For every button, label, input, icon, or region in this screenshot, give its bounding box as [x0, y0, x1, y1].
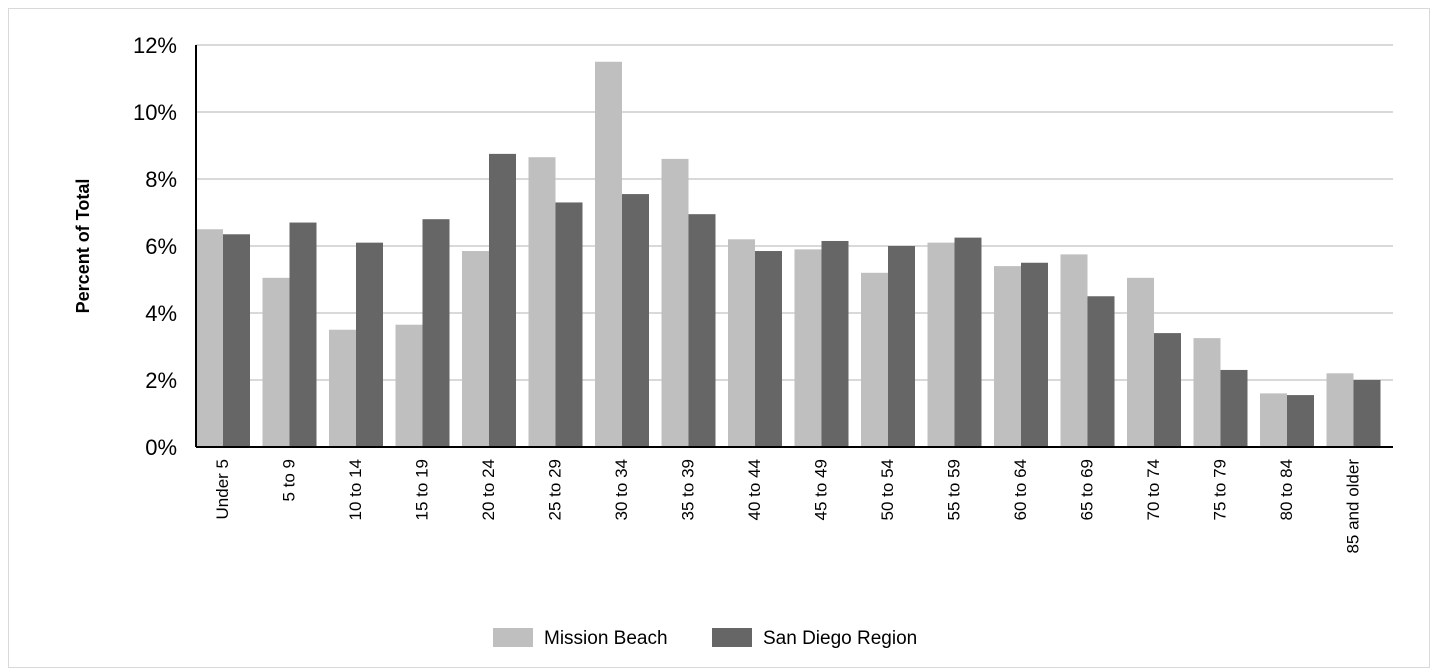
y-tick-labels: 0% 2% 4% 6% 8% 10% 12% [133, 33, 177, 460]
x-tick-label: 35 to 39 [679, 459, 698, 520]
legend-label: San Diego Region [763, 628, 917, 649]
x-tick-label: 60 to 64 [1011, 459, 1030, 520]
bar-san-diego-region [1287, 395, 1314, 447]
bar-chart: 0% 2% 4% 6% 8% 10% 12% Under 5 5 to 9 10 to 14 15… [73, 33, 1393, 649]
y-tick-label: 2% [145, 368, 177, 393]
bar-mission-beach [728, 239, 755, 447]
x-tick-label: 10 to 14 [346, 459, 365, 520]
bar-san-diego-region [289, 222, 317, 447]
y-tick-label: 10% [133, 100, 177, 125]
bar-san-diego-region [1021, 262, 1048, 447]
x-tick-label: 15 to 19 [413, 459, 432, 520]
legend-swatch [712, 628, 752, 647]
bar-san-diego-region [489, 153, 516, 447]
y-axis-title: Percent of Total [73, 179, 93, 314]
bar-san-diego-region [821, 240, 849, 447]
x-tick-labels: Under 5 5 to 9 10 to 14 15 to 19 20 to 24 25 … [213, 459, 1363, 554]
x-tick-label: 20 to 24 [479, 459, 498, 520]
x-tick-label: 85 and older [1344, 459, 1363, 554]
legend-swatch [493, 628, 533, 647]
bar-mission-beach [1193, 338, 1221, 447]
bar-san-diego-region [622, 194, 649, 447]
x-tick-label: 70 to 74 [1144, 459, 1163, 520]
y-tick-label: 4% [145, 301, 177, 326]
x-tick-label: 30 to 34 [612, 459, 631, 520]
bar-mission-beach [861, 272, 888, 447]
bar-san-diego-region [755, 251, 782, 447]
x-tick-label: 50 to 54 [878, 459, 897, 520]
bar-mission-beach [462, 251, 489, 447]
x-tick-label: 65 to 69 [1078, 459, 1097, 520]
y-tick-label: 0% [145, 435, 177, 460]
bars [196, 61, 1381, 447]
bar-san-diego-region [688, 214, 716, 447]
bar-mission-beach [994, 266, 1021, 447]
bar-mission-beach [196, 229, 223, 447]
x-tick-label: 55 to 59 [945, 459, 964, 520]
x-tick-label: Under 5 [213, 459, 232, 519]
x-tick-label: 40 to 44 [745, 459, 764, 520]
bar-mission-beach [329, 329, 356, 447]
bar-san-diego-region [954, 237, 982, 447]
bar-san-diego-region [356, 242, 383, 447]
bar-mission-beach [1127, 277, 1154, 447]
bar-mission-beach [528, 157, 556, 447]
x-tick-label: 80 to 84 [1277, 459, 1296, 520]
bar-san-diego-region [1154, 333, 1181, 447]
bar-san-diego-region [1220, 369, 1248, 447]
bar-san-diego-region [1087, 296, 1115, 447]
bar-san-diego-region [422, 219, 450, 447]
bar-mission-beach [595, 61, 622, 447]
bar-san-diego-region [888, 246, 915, 447]
bar-mission-beach [262, 277, 290, 447]
bar-san-diego-region [1353, 380, 1381, 447]
bar-san-diego-region [555, 202, 583, 447]
bar-mission-beach [1060, 254, 1088, 447]
x-tick-label: 45 to 49 [812, 459, 831, 520]
y-tick-label: 12% [133, 33, 177, 58]
x-tick-label: 75 to 79 [1211, 459, 1230, 520]
bar-mission-beach [927, 242, 955, 447]
bar-mission-beach [794, 249, 822, 447]
bar-mission-beach [1326, 373, 1354, 447]
bar-mission-beach [661, 158, 689, 447]
legend-label: Mission Beach [544, 628, 668, 649]
bar-mission-beach [1260, 393, 1287, 447]
bar-mission-beach [395, 324, 423, 447]
x-tick-label: 5 to 9 [280, 459, 299, 502]
x-tick-label: 25 to 29 [546, 459, 565, 520]
chart-frame: 0% 2% 4% 6% 8% 10% 12% Under 5 5 to 9 10 to 14 15… [8, 8, 1430, 668]
bar-san-diego-region [223, 234, 250, 447]
legend: Mission Beach San Diego Region [493, 628, 917, 649]
axes [195, 45, 1393, 448]
y-tick-label: 6% [145, 234, 177, 259]
y-tick-label: 8% [145, 167, 177, 192]
